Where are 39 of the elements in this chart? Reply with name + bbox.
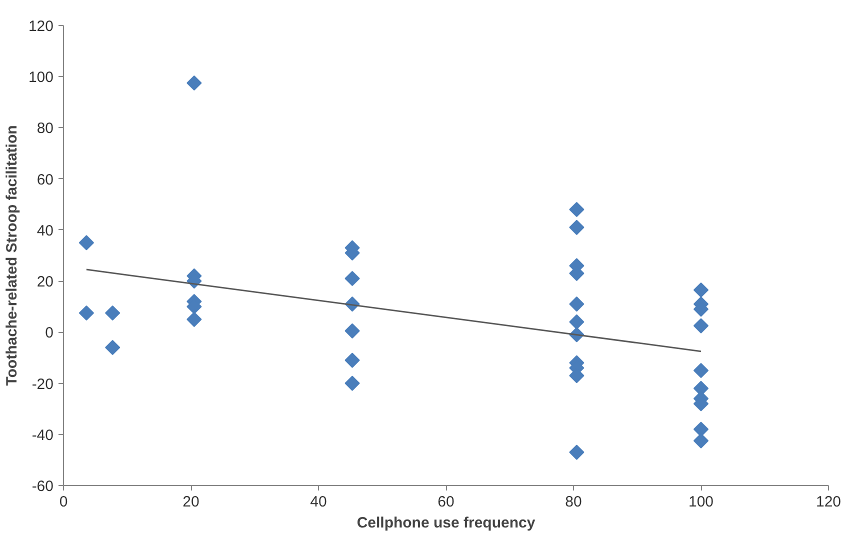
- point: [105, 305, 120, 321]
- x-axis-title: Cellphone use frequency: [356, 514, 536, 532]
- point: [569, 220, 584, 235]
- point: [186, 75, 202, 91]
- x-tick-label: 120: [816, 494, 842, 510]
- x-tick-label: 20: [182, 494, 200, 510]
- point: [186, 312, 202, 327]
- point: [569, 202, 584, 218]
- point: [569, 314, 584, 330]
- y-tick-label: -40: [32, 426, 54, 444]
- point: [569, 296, 584, 312]
- x-tick-label: 80: [565, 494, 582, 510]
- point: [693, 422, 709, 437]
- point: [569, 444, 584, 460]
- x-tick-label: 100: [688, 494, 714, 510]
- y-tick-label: 120: [28, 18, 54, 35]
- x-tick-label: 0: [59, 494, 68, 510]
- point: [105, 340, 120, 356]
- point: [78, 235, 94, 250]
- y-tick-label: -20: [32, 376, 54, 393]
- y-tick-label: 100: [28, 69, 54, 86]
- point: [693, 362, 709, 378]
- point: [344, 352, 360, 368]
- y-tick-label: -60: [32, 478, 54, 495]
- point: [344, 323, 360, 338]
- point: [78, 305, 94, 321]
- point: [344, 376, 360, 391]
- x-tick-label: 60: [438, 494, 454, 510]
- y-tick-label: 20: [36, 274, 54, 291]
- y-axis-title: Toothache-related Stroop facilitation: [3, 125, 20, 386]
- point: [693, 282, 709, 298]
- y-tick-label: 60: [36, 171, 54, 188]
- y-tick-label: 40: [36, 222, 54, 240]
- x-tick-label: 40: [310, 494, 327, 510]
- point: [344, 270, 360, 286]
- point: [693, 433, 709, 448]
- y-tick-label: 0: [45, 324, 54, 342]
- y-tick-label: 80: [36, 120, 54, 138]
- point: [693, 318, 709, 334]
